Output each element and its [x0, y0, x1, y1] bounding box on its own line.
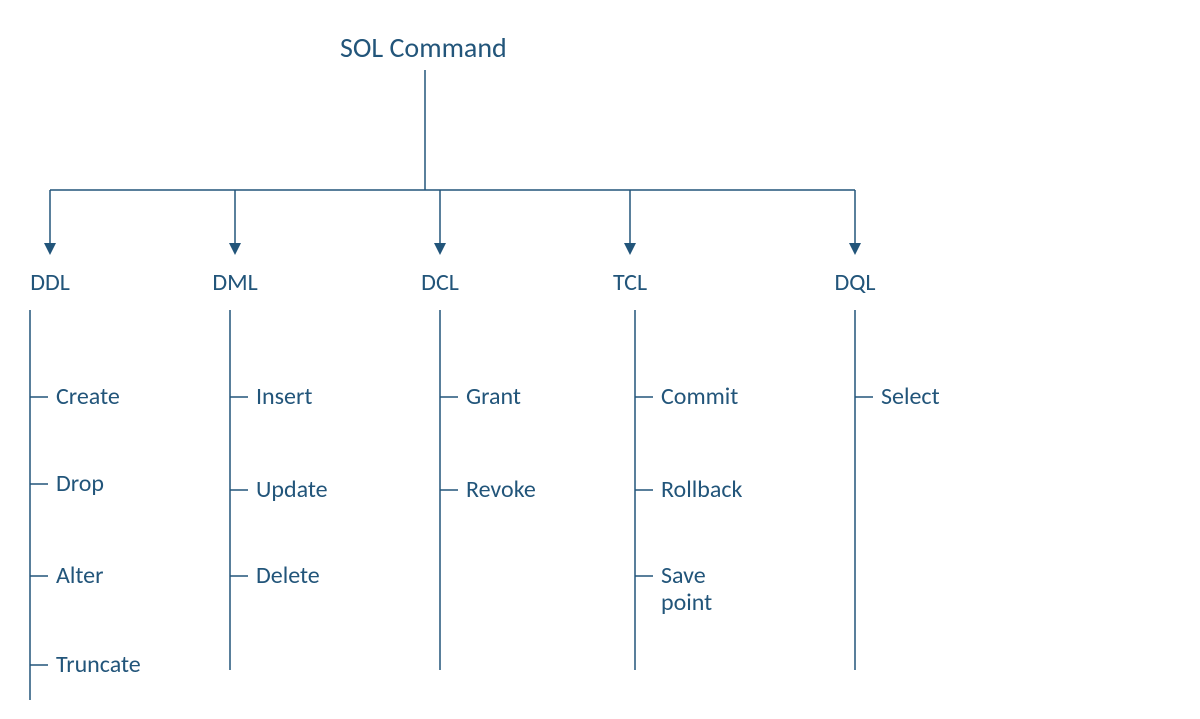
leaf-dcl-grant: Grant: [466, 383, 521, 411]
leaf-dml-delete: Delete: [256, 562, 320, 590]
leaf-ddl-truncate: Truncate: [56, 651, 141, 679]
leaf-ddl-create: Create: [56, 383, 120, 411]
diagram-stage: SOL Command DDL Create Drop Alter Truncate DM…: [0, 0, 1200, 719]
leaf-dql-select: Select: [881, 383, 940, 411]
category-label-dql: DQL: [834, 268, 875, 297]
leaf-tcl-savepoint: Save point: [661, 562, 712, 617]
category-label-dcl: DCL: [421, 268, 459, 297]
diagram-title: SOL Command: [340, 30, 507, 65]
leaf-tcl-rollback: Rollback: [661, 476, 742, 504]
category-label-dml: DML: [212, 268, 257, 297]
leaf-ddl-alter: Alter: [56, 562, 103, 590]
connector-lines: [0, 0, 1200, 719]
leaf-ddl-drop: Drop: [56, 470, 104, 498]
leaf-dml-insert: Insert: [256, 383, 312, 411]
category-label-tcl: TCL: [613, 268, 647, 297]
leaf-tcl-commit: Commit: [661, 383, 738, 411]
leaf-dml-update: Update: [256, 476, 328, 504]
category-label-ddl: DDL: [30, 268, 70, 297]
leaf-dcl-revoke: Revoke: [466, 476, 536, 504]
